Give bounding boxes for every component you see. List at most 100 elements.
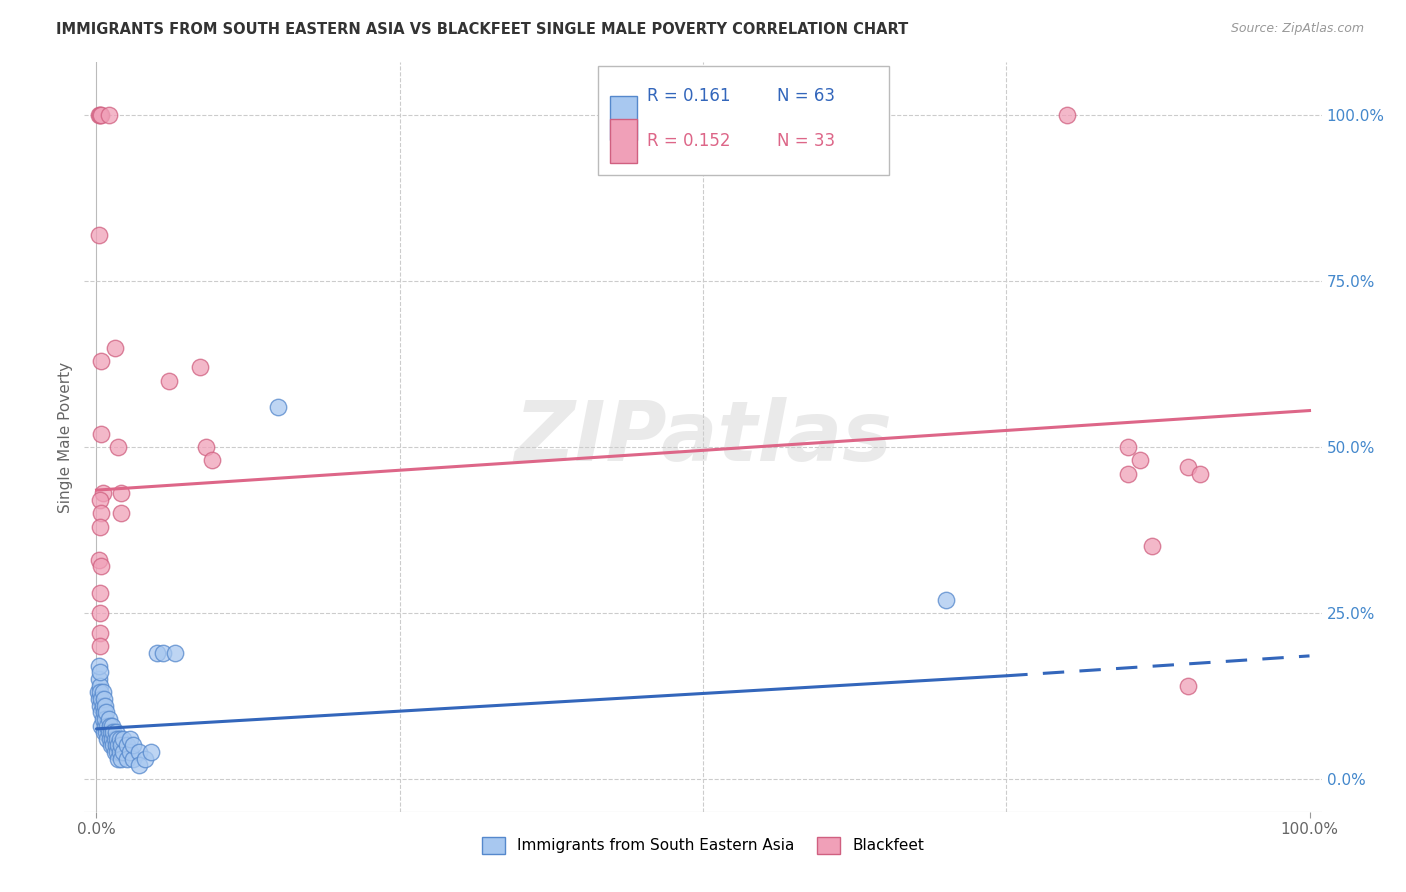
Point xyxy=(194,440,217,454)
Point xyxy=(107,752,129,766)
Point xyxy=(120,745,142,759)
Point xyxy=(1056,108,1078,122)
Point xyxy=(1177,459,1199,474)
Point xyxy=(89,586,111,600)
Point xyxy=(98,718,121,732)
Point xyxy=(89,606,111,620)
Text: N = 63: N = 63 xyxy=(778,87,835,105)
Point xyxy=(128,758,150,772)
Point xyxy=(97,108,120,122)
Point xyxy=(94,698,117,713)
Point xyxy=(104,731,127,746)
FancyBboxPatch shape xyxy=(610,120,637,163)
Point xyxy=(1177,679,1199,693)
Point xyxy=(89,665,111,680)
Point xyxy=(96,731,118,746)
Point xyxy=(87,672,110,686)
Legend: Immigrants from South Eastern Asia, Blackfeet: Immigrants from South Eastern Asia, Blac… xyxy=(475,830,931,860)
Point xyxy=(105,745,128,759)
Point xyxy=(96,705,118,719)
Point xyxy=(107,739,129,753)
Text: ZIPatlas: ZIPatlas xyxy=(515,397,891,477)
Text: N = 33: N = 33 xyxy=(778,132,835,150)
Point xyxy=(105,731,128,746)
Point xyxy=(91,698,114,713)
Point xyxy=(89,625,111,640)
Point xyxy=(107,440,129,454)
Point xyxy=(935,592,957,607)
Point xyxy=(90,559,112,574)
Point xyxy=(91,712,114,726)
Point xyxy=(103,725,125,739)
Point xyxy=(1129,453,1152,467)
Point xyxy=(90,692,112,706)
Point xyxy=(188,360,211,375)
Point xyxy=(100,739,122,753)
Point xyxy=(104,745,127,759)
Point xyxy=(157,374,180,388)
Point xyxy=(1116,467,1139,481)
Point xyxy=(104,341,127,355)
Point xyxy=(165,646,187,660)
Point xyxy=(87,553,110,567)
Point xyxy=(120,731,142,746)
Y-axis label: Single Male Poverty: Single Male Poverty xyxy=(58,361,73,513)
Point xyxy=(139,745,162,759)
Text: R = 0.152: R = 0.152 xyxy=(647,132,731,150)
Point xyxy=(91,486,114,500)
Point xyxy=(100,725,122,739)
FancyBboxPatch shape xyxy=(610,96,637,140)
Point xyxy=(90,108,112,122)
Point xyxy=(93,725,115,739)
Point xyxy=(122,752,145,766)
Point xyxy=(110,739,132,753)
Point xyxy=(93,692,115,706)
Point xyxy=(86,685,108,699)
Point xyxy=(110,506,132,520)
Point xyxy=(90,506,112,520)
Text: Source: ZipAtlas.com: Source: ZipAtlas.com xyxy=(1230,22,1364,36)
Point xyxy=(97,725,120,739)
Point xyxy=(89,639,111,653)
Point xyxy=(96,725,118,739)
Point xyxy=(93,705,115,719)
Point xyxy=(90,354,112,368)
Text: R = 0.161: R = 0.161 xyxy=(647,87,731,105)
Point xyxy=(89,679,111,693)
Point xyxy=(112,745,135,759)
Point xyxy=(146,646,169,660)
Point xyxy=(89,108,111,122)
Point xyxy=(101,718,124,732)
Point xyxy=(115,739,138,753)
Point xyxy=(87,658,110,673)
Text: IMMIGRANTS FROM SOUTH EASTERN ASIA VS BLACKFEET SINGLE MALE POVERTY CORRELATION : IMMIGRANTS FROM SOUTH EASTERN ASIA VS BL… xyxy=(56,22,908,37)
Point xyxy=(128,745,150,759)
Point xyxy=(267,401,290,415)
Point xyxy=(90,718,112,732)
Point xyxy=(94,718,117,732)
Point xyxy=(201,453,224,467)
Point xyxy=(110,486,132,500)
Point xyxy=(87,227,110,242)
Point xyxy=(112,731,135,746)
Point xyxy=(152,646,174,660)
Point xyxy=(89,493,111,508)
Point xyxy=(94,712,117,726)
Point xyxy=(1189,467,1212,481)
Point xyxy=(108,745,131,759)
Point xyxy=(108,731,131,746)
Point xyxy=(90,705,112,719)
Point xyxy=(134,752,156,766)
Point xyxy=(103,739,125,753)
Point xyxy=(104,739,127,753)
Point xyxy=(89,698,111,713)
Point xyxy=(101,731,124,746)
Point xyxy=(96,718,118,732)
Point xyxy=(90,426,112,441)
Point xyxy=(97,712,120,726)
Point xyxy=(104,725,127,739)
Point xyxy=(87,108,110,122)
Point xyxy=(115,752,138,766)
Point xyxy=(89,685,111,699)
Point xyxy=(1140,540,1163,554)
